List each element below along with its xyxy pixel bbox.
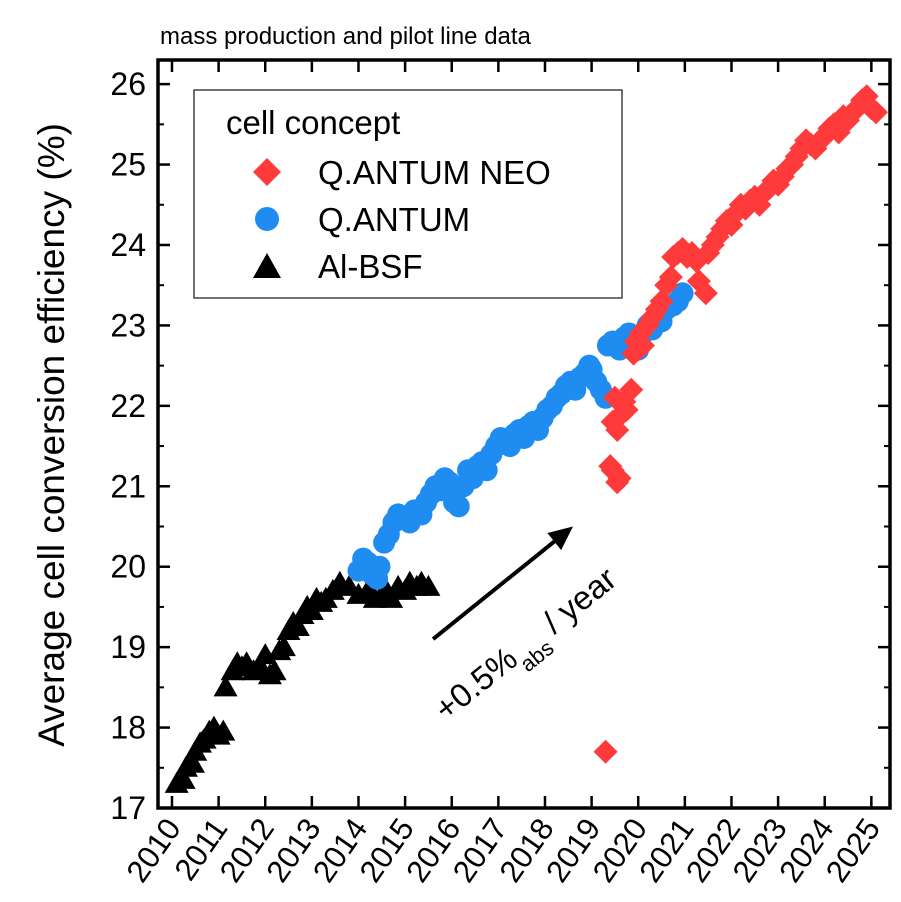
- qantum-neo-point: [619, 377, 644, 402]
- y-tick-label: 24: [110, 227, 146, 263]
- y-tick-label: 22: [110, 388, 146, 424]
- y-tick-label: 26: [110, 66, 146, 102]
- x-tick-label: 2025: [819, 812, 887, 889]
- al-bsf-point: [271, 635, 296, 657]
- qantum-point: [447, 495, 470, 518]
- al-bsf-point: [213, 675, 238, 697]
- annotation-tail: / year: [528, 560, 623, 646]
- legend-label-al-bsf: Al-BSF: [318, 248, 423, 285]
- legend-item-al-bsf: Al-BSF: [253, 248, 423, 285]
- legend-item-qantum-neo: Q.ANTUM NEO: [253, 154, 551, 191]
- al-bsf-point: [285, 615, 310, 637]
- trend-arrow-shaft: [431, 539, 556, 641]
- qantum-neo-point: [658, 265, 683, 290]
- chart-title: mass production and pilot line data: [160, 23, 532, 50]
- y-tick-label: 20: [110, 549, 146, 585]
- legend-triangle-icon: [253, 253, 281, 278]
- legend-diamond-icon: [253, 158, 281, 186]
- al-bsf-point: [211, 719, 236, 741]
- qantum-neo-point: [593, 739, 618, 764]
- trend-arrow-head: [547, 526, 573, 551]
- y-tick-label: 19: [110, 629, 146, 665]
- y-tick-label: 18: [110, 710, 146, 746]
- annotation-main: +0.5%: [427, 639, 524, 727]
- qantum-neo-point: [864, 100, 889, 125]
- al-bsf-point: [262, 659, 287, 681]
- trend-annotation: +0.5%abs / year: [427, 560, 629, 736]
- al-bsf-point: [180, 751, 205, 773]
- y-tick-label: 25: [110, 147, 146, 183]
- qantum-point: [368, 555, 391, 578]
- qantum-neo-point: [630, 333, 655, 358]
- legend-item-qantum: Q.ANTUM: [255, 201, 470, 238]
- legend-title: cell concept: [226, 104, 400, 141]
- y-tick-label: 23: [110, 307, 146, 343]
- plot-area: [158, 60, 890, 810]
- legend-circle-icon: [255, 207, 279, 231]
- y-tick-label: 17: [110, 790, 146, 826]
- qantum-neo-point: [607, 466, 632, 491]
- al-bsf-point: [379, 586, 404, 608]
- legend-label-qantum-neo: Q.ANTUM NEO: [318, 154, 551, 191]
- y-axis-label: Average cell conversion efficiency (%): [31, 123, 72, 747]
- legend-label-qantum: Q.ANTUM: [318, 201, 470, 238]
- al-bsf-point: [416, 574, 441, 596]
- y-tick-label: 21: [110, 468, 146, 504]
- legend: cell concept Q.ANTUM NEO Q.ANTUM Al-BSF: [193, 89, 623, 299]
- qantum-neo-point: [693, 281, 718, 306]
- al-bsf-point: [171, 767, 196, 789]
- qantum-point: [671, 282, 694, 305]
- plot-frame: [156, 58, 892, 810]
